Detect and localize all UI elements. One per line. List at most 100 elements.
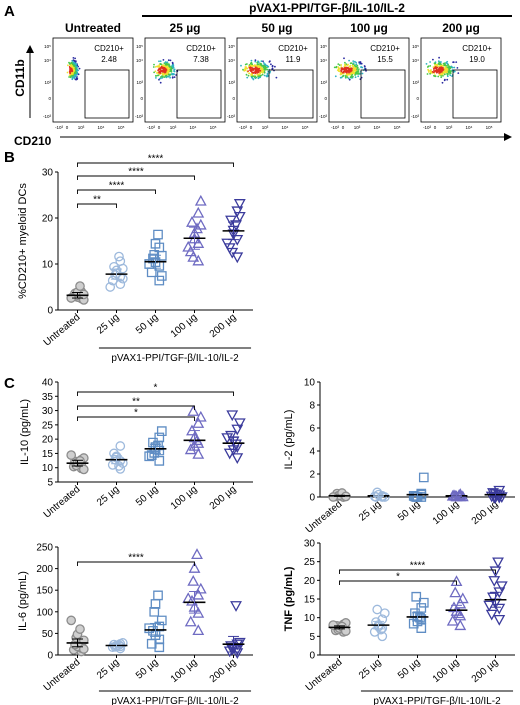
- flow-event-dot: [171, 62, 174, 65]
- y-tick-label: 0: [47, 651, 53, 662]
- flow-event-dot: [164, 61, 167, 63]
- y-tick-label: 20: [42, 214, 54, 225]
- flow-event-dot: [351, 71, 353, 74]
- flow-event-dot: [67, 64, 69, 67]
- data-point: [78, 644, 89, 654]
- flow-event-dot: [250, 74, 253, 76]
- flow-event-dot: [333, 66, 336, 69]
- panel-a: A pVAX1-PPI/TGF-β/IL-10/IL-2 CD11b CD210…: [4, 1, 512, 148]
- data-point: [231, 453, 244, 465]
- flow-event-dot: [425, 63, 428, 65]
- flow-event-dot: [351, 64, 354, 67]
- significance-bracket: [77, 405, 195, 410]
- data-point: [192, 588, 205, 600]
- flow-event-dot: [442, 62, 445, 65]
- y-tick-label: 30: [42, 406, 54, 417]
- flow-gate: [268, 69, 314, 119]
- flow-gate: [84, 69, 130, 119]
- flow-event-dot: [437, 60, 440, 63]
- data-point: [233, 637, 246, 649]
- flow-event-dot: [429, 72, 431, 75]
- significance-label: *: [134, 408, 138, 419]
- flow-event-dot: [71, 73, 74, 75]
- flow-gate-label: CD210+: [370, 44, 400, 53]
- flow-event-dot: [245, 73, 248, 76]
- flow-event-dot: [262, 66, 265, 69]
- flow-event-dot: [438, 56, 440, 59]
- flow-event-dot: [246, 76, 249, 79]
- flow-event-dot: [155, 77, 157, 79]
- data-point: [231, 252, 244, 264]
- flow-event-dot: [260, 63, 262, 66]
- flow-event-dot: [153, 71, 156, 74]
- flow-event-dot: [353, 71, 355, 74]
- flow-event-dot: [257, 61, 260, 64]
- flow-event-dot: [163, 65, 166, 67]
- flow-event-dot: [163, 67, 166, 69]
- data-point: [194, 582, 207, 594]
- flow-event-dot: [348, 59, 350, 62]
- flow-gate-percent: 11.9: [286, 55, 302, 64]
- y-tick-label: 25: [304, 557, 316, 568]
- data-point: [379, 608, 390, 619]
- flow-event-dot: [453, 66, 456, 69]
- flow-event-dot: [167, 72, 169, 74]
- data-point: [449, 586, 462, 598]
- flow-event-dot: [250, 59, 253, 62]
- flow-event-dot: [251, 65, 254, 67]
- flow-event-dot: [357, 68, 360, 71]
- data-point: [487, 592, 499, 604]
- significance-label: *: [154, 383, 158, 394]
- data-point: [328, 492, 339, 502]
- flow-event-dot: [261, 71, 264, 74]
- data-point: [187, 250, 200, 262]
- flow-event-dot: [250, 61, 253, 64]
- flow-gate-label: CD210+: [186, 44, 216, 53]
- flow-event-dot: [249, 64, 252, 67]
- flow-event-dot: [243, 69, 246, 72]
- flow-event-dot: [72, 69, 75, 72]
- flow-event-dot: [338, 64, 341, 66]
- data-point: [415, 612, 425, 623]
- flow-event-dot: [446, 67, 448, 70]
- flow-event-dot: [160, 65, 163, 68]
- flow-event-dot: [246, 67, 249, 70]
- y-tick-label: 6: [309, 424, 315, 435]
- data-point: [154, 634, 165, 645]
- flow-event-dot: [437, 65, 440, 68]
- flow-event-dot: [446, 60, 449, 63]
- flow-event-dot: [337, 66, 340, 68]
- flow-event-dot: [71, 63, 74, 65]
- flow-event-dot: [167, 73, 170, 76]
- x-tick-label: 200 µg: [470, 657, 501, 685]
- data-point: [182, 240, 195, 252]
- flow-event-dot: [338, 67, 341, 70]
- flow-event-dot: [436, 64, 438, 66]
- data-point: [493, 614, 506, 626]
- x-tick-label: 50 µg: [134, 484, 160, 509]
- flow-event-dot: [361, 66, 364, 69]
- significance-bracket: [77, 175, 195, 180]
- flow-event-dot: [261, 73, 264, 76]
- y-tick-label: 10: [304, 613, 316, 624]
- flow-event-dot: [449, 74, 452, 77]
- flow-event-dot: [69, 66, 71, 69]
- flow-event-dot: [254, 59, 257, 62]
- flow-event-dot: [74, 62, 77, 65]
- flow-event-dot: [349, 66, 352, 69]
- flow-ytick-label: 10⁵: [44, 44, 51, 49]
- significance-bracket: [339, 569, 496, 574]
- flow-event-dot: [438, 69, 441, 72]
- group-label: pVAX1-PPI/TGF-β/IL-10/IL-2: [111, 353, 239, 364]
- flow-event-dot: [155, 74, 157, 77]
- flow-event-dot: [156, 72, 158, 74]
- flow-ytick-label: 0: [140, 96, 143, 101]
- flow-event-dot: [345, 73, 348, 76]
- flow-event-dot: [336, 69, 339, 71]
- flow-ytick-label: 10⁵: [136, 44, 143, 49]
- chart-il6: 0 50 100 150 200 250 IL-6 (pg/mL) Untreated 25 µ…: [17, 543, 253, 705]
- x-tick-label: 100 µg: [169, 657, 200, 685]
- flow-ytick-label: -10³: [411, 114, 420, 119]
- flow-ytick-label: 10⁵: [412, 44, 419, 49]
